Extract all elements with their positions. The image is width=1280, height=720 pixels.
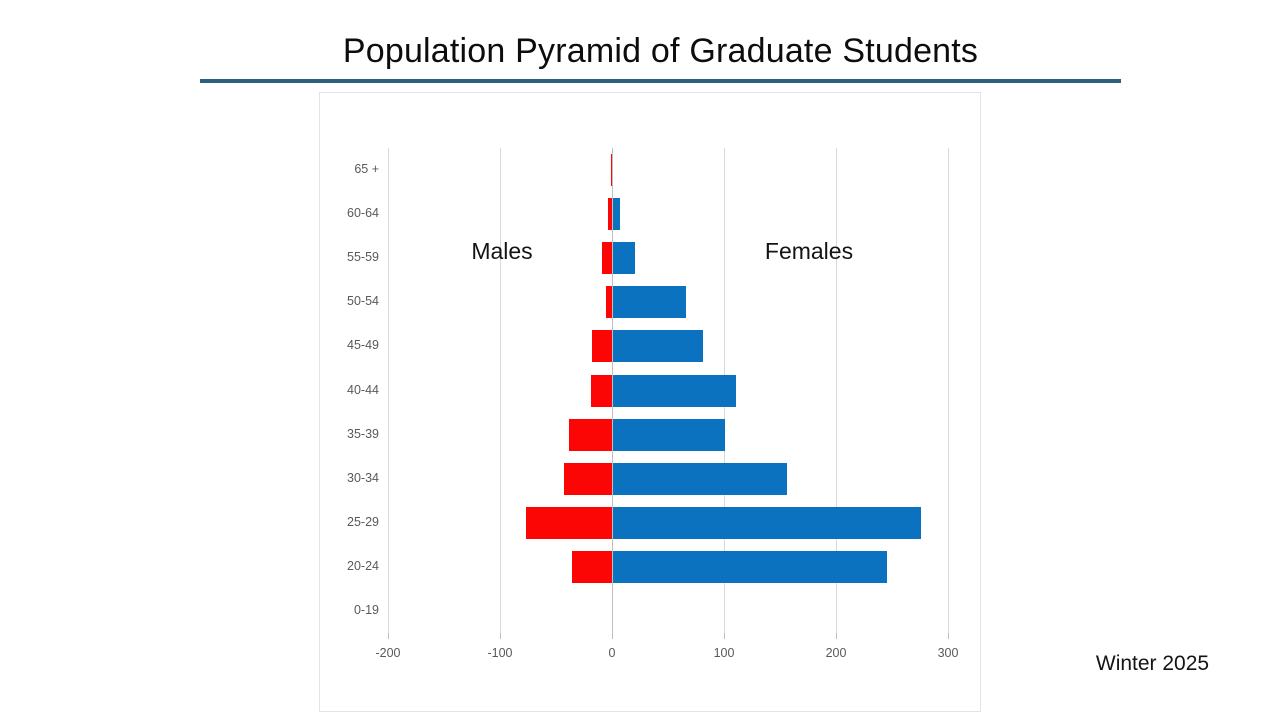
bar-females-35-39 [613, 418, 725, 451]
axis-tick--100 [500, 633, 501, 639]
bar-females-50-54 [613, 286, 686, 319]
gridline--200 [388, 148, 389, 633]
bar-males-50-54 [606, 286, 612, 319]
bar-males-40-44 [590, 374, 612, 407]
value-axis-label-300: 300 [937, 646, 959, 660]
category-label-45-49: 45-49 [347, 338, 379, 353]
bar-females-55-59 [613, 242, 636, 275]
bar-males-25-29 [525, 506, 612, 539]
bar-males-65plus [610, 154, 612, 187]
gridline-200 [836, 148, 837, 633]
bar-males-55-59 [601, 242, 612, 275]
bar-females-20-24 [613, 550, 888, 583]
axis-tick-0 [612, 633, 613, 639]
bar-females-60-64 [613, 198, 620, 231]
value-axis-label--100: -100 [487, 646, 513, 660]
bar-females-30-34 [613, 462, 787, 495]
bar-males-30-34 [563, 462, 612, 495]
value-axis-label--200: -200 [375, 646, 401, 660]
bar-males-20-24 [571, 550, 612, 583]
value-axis-label-100: 100 [713, 646, 735, 660]
axis-tick--200 [388, 633, 389, 639]
plot-area: -200 -100 0 100 200 300 65 + 60-64 55-59 50-54 45-… [320, 93, 980, 711]
axis-tick-300 [948, 633, 949, 639]
date-label: Winter 2025 [1095, 652, 1210, 675]
axis-tick-200 [836, 633, 837, 639]
bar-males-35-39 [569, 418, 612, 451]
bar-males-45-49 [591, 330, 612, 363]
category-label-55-59: 55-59 [347, 250, 379, 265]
value-axis-label-200: 200 [825, 646, 847, 660]
series-label-males: Males [471, 238, 533, 264]
page-title: Population Pyramid of Graduate Students [342, 32, 979, 70]
value-axis-line [612, 148, 613, 633]
category-label-30-34: 30-34 [347, 470, 379, 485]
bar-males-60-64 [607, 198, 612, 231]
series-label-females: Females [764, 238, 854, 264]
category-label-0-19: 0-19 [353, 602, 379, 617]
title-underline [200, 79, 1121, 83]
bar-females-45-49 [613, 330, 703, 363]
category-label-60-64: 60-64 [347, 206, 379, 221]
category-label-20-24: 20-24 [347, 558, 379, 573]
axis-tick-100 [724, 633, 725, 639]
category-label-25-29: 25-29 [347, 514, 379, 529]
category-label-35-39: 35-39 [347, 426, 379, 441]
category-label-40-44: 40-44 [347, 382, 379, 397]
chart-area: -200 -100 0 100 200 300 65 + 60-64 55-59 50-54 45-… [319, 92, 981, 712]
gridline-300 [948, 148, 949, 633]
bar-females-25-29 [613, 506, 921, 539]
gridline--100 [500, 148, 501, 633]
category-label-65plus: 65 + [354, 162, 379, 177]
bar-females-40-44 [613, 374, 737, 407]
value-axis-label-0: 0 [608, 646, 616, 660]
category-label-50-54: 50-54 [347, 294, 379, 309]
